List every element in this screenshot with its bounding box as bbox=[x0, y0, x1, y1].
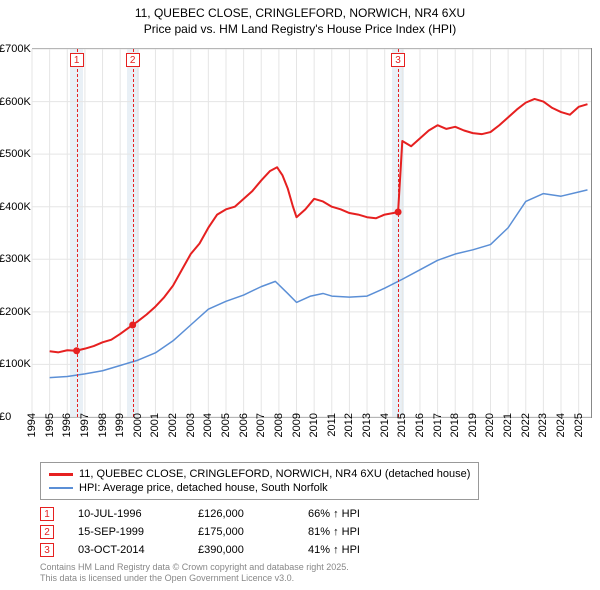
tx-marker-2: 2 bbox=[40, 525, 54, 539]
x-tick-label: 2020 bbox=[484, 413, 496, 437]
y-tick-label: £600K bbox=[0, 96, 39, 108]
transactions-table: 1 10-JUL-1996 £126,000 66% ↑ HPI 2 15-SE… bbox=[40, 505, 428, 559]
legend-swatch-property bbox=[49, 473, 73, 476]
x-tick-label: 2025 bbox=[573, 413, 585, 437]
footer: Contains HM Land Registry data © Crown c… bbox=[40, 562, 349, 585]
x-tick-label: 1994 bbox=[26, 413, 38, 437]
x-tick-label: 1997 bbox=[79, 413, 91, 437]
footer-line-1: Contains HM Land Registry data © Crown c… bbox=[40, 562, 349, 573]
tx-marker-1: 1 bbox=[40, 507, 54, 521]
footer-line-2: This data is licensed under the Open Gov… bbox=[40, 573, 349, 584]
y-tick-label: £400K bbox=[0, 201, 39, 213]
legend-row: 11, QUEBEC CLOSE, CRINGLEFORD, NORWICH, … bbox=[49, 467, 470, 481]
x-tick-label: 2013 bbox=[361, 413, 373, 437]
x-tick-label: 2024 bbox=[555, 413, 567, 437]
x-tick-label: 2001 bbox=[149, 413, 161, 437]
legend: 11, QUEBEC CLOSE, CRINGLEFORD, NORWICH, … bbox=[40, 462, 479, 500]
x-tick-label: 2006 bbox=[238, 413, 250, 437]
tx-pct: 81% ↑ HPI bbox=[308, 526, 428, 538]
legend-row: HPI: Average price, detached house, Sout… bbox=[49, 481, 470, 495]
x-tick-label: 1995 bbox=[44, 413, 56, 437]
x-tick-label: 2022 bbox=[520, 413, 532, 437]
x-tick-label: 2010 bbox=[308, 413, 320, 437]
x-tick-label: 2008 bbox=[273, 413, 285, 437]
x-tick-label: 1999 bbox=[114, 413, 126, 437]
x-tick-label: 2005 bbox=[220, 413, 232, 437]
sale-dashed-line bbox=[77, 49, 78, 417]
tx-date: 15-SEP-1999 bbox=[78, 526, 198, 538]
legend-swatch-hpi bbox=[49, 487, 73, 489]
x-tick-label: 2019 bbox=[467, 413, 479, 437]
y-tick-label: £200K bbox=[0, 306, 39, 318]
sale-marker-box: 1 bbox=[70, 53, 84, 67]
y-tick-label: £700K bbox=[0, 43, 39, 55]
legend-label-hpi: HPI: Average price, detached house, Sout… bbox=[79, 482, 328, 494]
x-tick-label: 2002 bbox=[167, 413, 179, 437]
x-tick-label: 1996 bbox=[61, 413, 73, 437]
x-tick-label: 2023 bbox=[537, 413, 549, 437]
x-tick-label: 2015 bbox=[396, 413, 408, 437]
legend-label-property: 11, QUEBEC CLOSE, CRINGLEFORD, NORWICH, … bbox=[79, 468, 470, 480]
x-tick-label: 2021 bbox=[502, 413, 514, 437]
figure: 11, QUEBEC CLOSE, CRINGLEFORD, NORWICH, … bbox=[0, 0, 600, 590]
x-tick-label: 2007 bbox=[255, 413, 267, 437]
y-tick-label: £100K bbox=[0, 358, 39, 370]
tx-date: 10-JUL-1996 bbox=[78, 508, 198, 520]
table-row: 1 10-JUL-1996 £126,000 66% ↑ HPI bbox=[40, 505, 428, 523]
y-tick-label: £300K bbox=[0, 253, 39, 265]
tx-price: £390,000 bbox=[198, 544, 308, 556]
x-tick-label: 2016 bbox=[414, 413, 426, 437]
x-tick-label: 1998 bbox=[97, 413, 109, 437]
x-tick-label: 2011 bbox=[326, 413, 338, 437]
y-tick-label: £500K bbox=[0, 148, 39, 160]
x-tick-label: 2017 bbox=[432, 413, 444, 437]
x-tick-label: 2004 bbox=[202, 413, 214, 437]
table-row: 3 03-OCT-2014 £390,000 41% ↑ HPI bbox=[40, 541, 428, 559]
tx-date: 03-OCT-2014 bbox=[78, 544, 198, 556]
chart-title: 11, QUEBEC CLOSE, CRINGLEFORD, NORWICH, … bbox=[0, 0, 600, 37]
x-tick-label: 2012 bbox=[343, 413, 355, 437]
x-tick-label: 2014 bbox=[379, 413, 391, 437]
tx-pct: 41% ↑ HPI bbox=[308, 544, 428, 556]
x-tick-label: 2003 bbox=[185, 413, 197, 437]
x-tick-label: 2018 bbox=[449, 413, 461, 437]
tx-price: £126,000 bbox=[198, 508, 308, 520]
x-tick-label: 2000 bbox=[132, 413, 144, 437]
tx-pct: 66% ↑ HPI bbox=[308, 508, 428, 520]
title-line-2: Price paid vs. HM Land Registry's House … bbox=[0, 22, 600, 38]
tx-marker-3: 3 bbox=[40, 543, 54, 557]
sale-marker-box: 2 bbox=[126, 53, 140, 67]
sale-dashed-line bbox=[133, 49, 134, 417]
sale-dashed-line bbox=[398, 49, 399, 417]
sale-marker-box: 3 bbox=[391, 53, 405, 67]
tx-price: £175,000 bbox=[198, 526, 308, 538]
x-tick-label: 2009 bbox=[291, 413, 303, 437]
plot-area: 123£0£100K£200K£300K£400K£500K£600K£700K… bbox=[32, 48, 592, 418]
plot-svg bbox=[32, 49, 591, 417]
table-row: 2 15-SEP-1999 £175,000 81% ↑ HPI bbox=[40, 523, 428, 541]
title-line-1: 11, QUEBEC CLOSE, CRINGLEFORD, NORWICH, … bbox=[0, 6, 600, 22]
